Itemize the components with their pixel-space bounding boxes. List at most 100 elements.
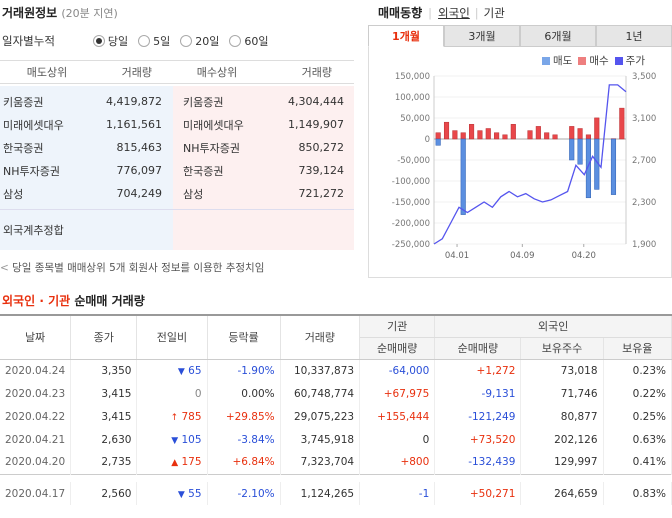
dealer-info-heading: 거래원정보 — [2, 6, 58, 20]
title-rest: 순매매 거래량 — [74, 294, 145, 308]
sell-bg — [0, 86, 173, 250]
bar-buy — [552, 134, 558, 140]
tab-foreign[interactable]: 외국인 — [438, 5, 470, 20]
cell-volume: 60,748,774 — [280, 382, 361, 405]
y-left-tick-label: 150,000 — [395, 72, 430, 82]
cell-date: 2020.04.24 — [0, 359, 72, 382]
cell-foreign-net: +50,271 — [434, 482, 522, 505]
tab-3month[interactable]: 3개월 — [444, 25, 520, 47]
delay-note: (20분 지연) — [61, 7, 118, 20]
footnote-text: 당일 종목별 매매상위 5개 회원사 정보를 이용한 추정치임 — [12, 262, 265, 274]
th-foreign-net: 순매매량 — [434, 337, 522, 360]
sell-volume: 704,249 — [116, 187, 163, 200]
buy-member[interactable]: 한국증권 — [183, 164, 224, 178]
dealer-info-title: 거래원정보 (20분 지연) — [2, 4, 118, 21]
table-row: 2020.04.17 2,560 ▼ 55 -2.10% 1,124,265 -1 +50,… — [0, 482, 672, 505]
radio-5day[interactable]: 5일 — [138, 33, 170, 49]
bar-sell — [460, 138, 466, 215]
cell-date: 2020.04.21 — [0, 428, 72, 451]
cell-rate: +6.84% — [207, 451, 281, 474]
bar-buy — [460, 132, 466, 140]
bar-buy — [569, 126, 575, 140]
sell-member[interactable]: 삼성 — [3, 187, 24, 201]
sell-member[interactable]: 키움증권 — [3, 95, 44, 109]
footnote: < 당일 종목별 매매상위 5개 회원사 정보를 이용한 추정치임 — [0, 260, 264, 275]
sell-member[interactable]: 미래에셋대우 — [3, 118, 64, 132]
foreign-estimate-divider — [0, 209, 354, 210]
cell-holdings: 73,018 — [520, 359, 604, 382]
cell-holdings: 129,997 — [520, 451, 604, 474]
bar-buy — [477, 130, 483, 140]
bar-buy — [594, 117, 600, 140]
table-header-row: 날짜 종가 전일비 등락률 거래량 기관 외국인 — [0, 315, 672, 360]
y-left-tick-label: 50,000 — [400, 114, 430, 124]
buy-member[interactable]: 미래에셋대우 — [183, 118, 244, 132]
y-left-tick-label: -50,000 — [397, 156, 430, 166]
buy-member[interactable]: NH투자증권 — [183, 141, 240, 155]
cell-foreign-net: +73,520 — [434, 428, 522, 451]
bar-buy — [535, 126, 541, 140]
trade-chart: 150,000 100,000 50,000 0 -50,000 -100,000 -150… — [392, 72, 657, 261]
y-right-tick-label: 1,900 — [632, 240, 656, 250]
cell-inst-net: +800 — [359, 451, 436, 474]
cell-inst-net: +155,444 — [359, 405, 436, 428]
table-row: 2020.04.23 3,415 0 0.00% 60,748,774 +67,975-… — [0, 382, 672, 405]
arrow-down-icon: ▼ — [171, 435, 179, 446]
tab-1month[interactable]: 1개월 — [368, 25, 444, 47]
bar-buy — [443, 121, 450, 140]
arrow-up-icon: ▲ — [171, 458, 179, 469]
period-filter: 일자별누적 당일 5일 20일 60일 — [2, 33, 352, 49]
cell-ratio: 0.22% — [603, 382, 672, 405]
buy-bg — [173, 86, 354, 250]
buy-member[interactable]: 키움증권 — [183, 95, 224, 109]
net-trade-body: 2020.04.24 3,350 ▼ 65 -1.90% 10,337,873 -64,0… — [0, 359, 672, 505]
cell-volume: 1,124,265 — [280, 482, 361, 505]
change-value: 55 — [188, 487, 202, 500]
bar-buy — [527, 130, 533, 140]
radio-label: 20일 — [195, 35, 220, 48]
table-row: 2020.04.20 2,735 ▲ 175 +6.84% 7,323,704 +800-… — [0, 451, 672, 474]
th-ratio: 보유율 — [603, 337, 672, 360]
dealer-row: 한국증권 815,463 NH투자증권 850,272 — [0, 136, 354, 159]
title-institution: 기관 — [48, 294, 71, 308]
buy-member[interactable]: 삼성 — [183, 187, 204, 201]
footnote-icon: < — [0, 262, 13, 274]
tab-institution[interactable]: 기관 — [483, 5, 505, 20]
y-left-tick-label: -100,000 — [392, 177, 430, 187]
radio-60day[interactable]: 60일 — [229, 33, 269, 49]
bar-buy — [544, 132, 550, 140]
cell-close: 2,560 — [70, 482, 138, 505]
cell-ratio: 0.63% — [603, 428, 672, 451]
tab-1year[interactable]: 1년 — [596, 25, 672, 47]
change-value: 785 — [181, 410, 202, 423]
bar-buy — [510, 124, 516, 140]
radio-20day[interactable]: 20일 — [180, 33, 219, 49]
trade-trend-title: 매매동향 — [378, 6, 423, 20]
tab-6month[interactable]: 6개월 — [520, 25, 596, 47]
arrow-down-icon: ▼ — [177, 366, 185, 377]
change-value: 0 — [194, 387, 202, 400]
header-sell-member: 매도상위 — [26, 66, 68, 79]
th-rate: 등락률 — [207, 315, 281, 360]
row-spacer — [0, 473, 672, 482]
legend-price-swatch — [614, 56, 623, 65]
table-row: 2020.04.22 3,415 ↑ 785 +29.85% 29,075,223 +15… — [0, 405, 672, 428]
cell-close: 2,630 — [70, 428, 138, 451]
radio-label: 당일 — [107, 35, 129, 48]
th-date: 날짜 — [0, 315, 72, 360]
cell-date: 2020.04.17 — [0, 482, 72, 505]
header-buy-member: 매수상위 — [196, 66, 238, 79]
sell-member[interactable]: 한국증권 — [3, 141, 44, 155]
cell-foreign-net: -132,439 — [434, 451, 522, 474]
title-sep: · — [39, 294, 44, 308]
x-tick-label: 04.09 — [510, 251, 534, 261]
cell-close: 3,415 — [70, 405, 138, 428]
radio-today[interactable]: 당일 — [92, 33, 129, 49]
bar-sell — [569, 138, 575, 161]
sell-member[interactable]: NH투자증권 — [3, 164, 60, 178]
cell-volume: 3,745,918 — [280, 428, 361, 451]
dealer-info-panel: 거래원정보 (20분 지연) 일자별누적 당일 5일 20일 60일 매도상위 … — [0, 0, 356, 280]
cell-date: 2020.04.22 — [0, 405, 72, 428]
sell-volume: 1,161,561 — [106, 118, 162, 131]
net-trade-table: 날짜 종가 전일비 등락률 거래량 기관 외국인 순매매량 순매매량 보유주수 … — [0, 314, 672, 505]
